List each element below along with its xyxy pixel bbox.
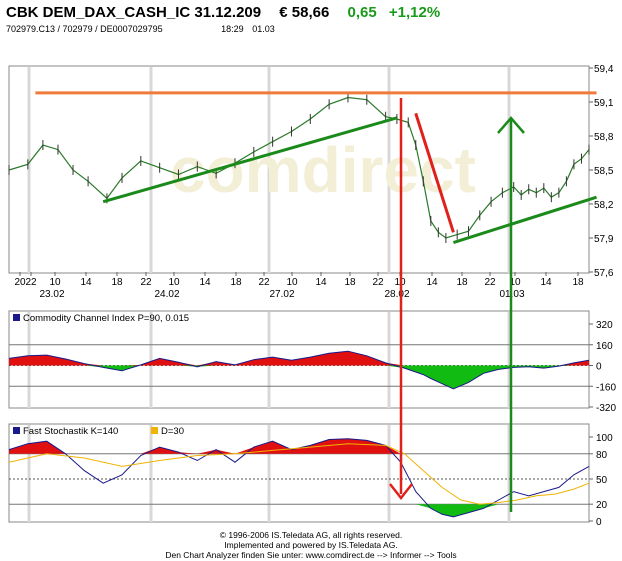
indicator-title-2: Fast Stochastik K=140 xyxy=(23,426,118,437)
indicator-1-line xyxy=(8,350,590,390)
hour-label-11: 10 xyxy=(286,277,298,288)
indicator-2-ytick-label-1: 100 xyxy=(596,433,613,444)
trendline-line-4 xyxy=(452,195,597,244)
hour-label-19: 10 xyxy=(509,277,521,288)
indicator-2-ytick-label-2: 80 xyxy=(596,450,608,461)
day-separator-1-1 xyxy=(27,67,31,273)
hour-label-8: 14 xyxy=(199,277,211,288)
date-label-4: 28.02 xyxy=(384,289,409,300)
instrument-name: CBK DEM_DAX_CASH_IC 31.12.209 xyxy=(6,4,262,21)
change-percent: +1,12% xyxy=(388,4,441,21)
indicator-1-ytick-label-5: -320 xyxy=(596,403,616,414)
price-ytick-label-5: 58,2 xyxy=(594,200,614,211)
chart-analyzer-link-text[interactable]: Den Chart Analyzer finden Sie unter: www… xyxy=(165,550,457,560)
hour-label-21: 18 xyxy=(572,277,584,288)
hour-label-3: 10 xyxy=(49,277,61,288)
hour-label-14: 22 xyxy=(372,277,384,288)
hour-label-7: 10 xyxy=(168,277,180,288)
hour-label-6: 22 xyxy=(140,277,152,288)
day-separator-1-2 xyxy=(149,67,153,273)
indicator-1-oversold-fill xyxy=(9,365,589,389)
day-separator-3-4 xyxy=(387,425,391,522)
hour-label-12: 14 xyxy=(315,277,327,288)
hour-label-5: 18 xyxy=(111,277,123,288)
change-absolute: 0,65 xyxy=(347,4,377,21)
hour-label-18: 22 xyxy=(484,277,496,288)
header-quote-line: CBK DEM_DAX_CASH_IC 31.12.209 € 58,66 0,… xyxy=(6,4,454,21)
indicator-2-signal-line xyxy=(8,443,590,505)
day-separator-3-1 xyxy=(27,425,31,522)
quote-date: 01.03 xyxy=(252,24,275,34)
indicator-1-ytick-label-1: 320 xyxy=(596,320,613,331)
day-separator-1-3 xyxy=(267,67,271,273)
day-separator-2-2 xyxy=(149,312,153,408)
copyright-text: © 1996-2006 IS.Teledata AG, all rights r… xyxy=(219,530,403,540)
indicator-1-ytick-label-2: 160 xyxy=(596,341,613,352)
day-separator-2-4 xyxy=(387,312,391,408)
day-separator-1-5 xyxy=(507,67,511,273)
indicator-2-ytick-label-5: 0 xyxy=(596,517,602,528)
hour-label-16: 14 xyxy=(426,277,438,288)
hour-label-13: 18 xyxy=(344,277,356,288)
trendline-line-2 xyxy=(102,116,398,204)
trendline_down-line-3 xyxy=(414,112,455,233)
day-separator-3-5 xyxy=(507,425,511,522)
hour-label-20: 14 xyxy=(540,277,552,288)
price-ytick-label-1: 59,4 xyxy=(594,64,614,75)
date-label-1: 23.02 xyxy=(39,289,64,300)
indicator-2-ytick-label-3: 50 xyxy=(596,475,608,486)
price-ytick-label-3: 58,8 xyxy=(594,132,614,143)
implemented-text: Implemented and powered by IS.Teledata A… xyxy=(224,540,398,550)
indicator-2-oversold-fill xyxy=(9,504,589,517)
security-ids: 702979.C13 / 702979 / DE0007029795 xyxy=(6,24,163,34)
price-ytick-label-2: 59,1 xyxy=(594,98,614,109)
indicator-title-1: Commodity Channel Index P=90, 0.015 xyxy=(23,313,189,324)
quote-time: 18:29 xyxy=(221,24,244,34)
hour-label-10: 22 xyxy=(258,277,270,288)
price-ytick-label-4: 58,5 xyxy=(594,166,614,177)
indicator-legend-swatch-2 xyxy=(13,427,20,434)
header-meta-line: 702979.C13 / 702979 / DE0007029795 18:29… xyxy=(6,24,454,34)
indicator-1-ytick-label-4: -160 xyxy=(596,382,616,393)
hour-label-2: 22 xyxy=(25,277,37,288)
last-price: € 58,66 xyxy=(279,4,330,21)
stochastic-legend: D=30 xyxy=(151,426,184,437)
day-separator-3-3 xyxy=(267,425,271,522)
day-separator-2-5 xyxy=(507,312,511,408)
hour-label-1: 20 xyxy=(14,277,26,288)
indicator-2-ytick-label-4: 20 xyxy=(596,500,608,511)
stochastic-d-swatch xyxy=(151,427,158,434)
hour-label-9: 18 xyxy=(230,277,242,288)
sell-signal-arrowhead xyxy=(389,483,413,501)
price-ytick-label-7: 57,6 xyxy=(594,268,614,279)
indicator-1-overbought-fill xyxy=(9,351,589,366)
panel-frame-3 xyxy=(8,423,590,523)
date-label-2: 24.02 xyxy=(154,289,179,300)
chart-header: CBK DEM_DAX_CASH_IC 31.12.209 € 58,66 0,… xyxy=(6,4,454,34)
stochastic-d-label: D=30 xyxy=(161,426,184,437)
indicator-2-line xyxy=(8,438,590,518)
hour-label-17: 18 xyxy=(456,277,468,288)
buy-signal-arrowhead xyxy=(497,116,525,134)
date-label-3: 27.02 xyxy=(269,289,294,300)
indicator-legend-swatch-1 xyxy=(13,314,20,321)
indicator-1-ytick-label-3: 0 xyxy=(596,362,602,373)
hour-label-4: 14 xyxy=(80,277,92,288)
day-separator-1-4 xyxy=(387,67,391,273)
day-separator-3-2 xyxy=(149,425,153,522)
price-ytick-label-6: 57,9 xyxy=(594,234,614,245)
